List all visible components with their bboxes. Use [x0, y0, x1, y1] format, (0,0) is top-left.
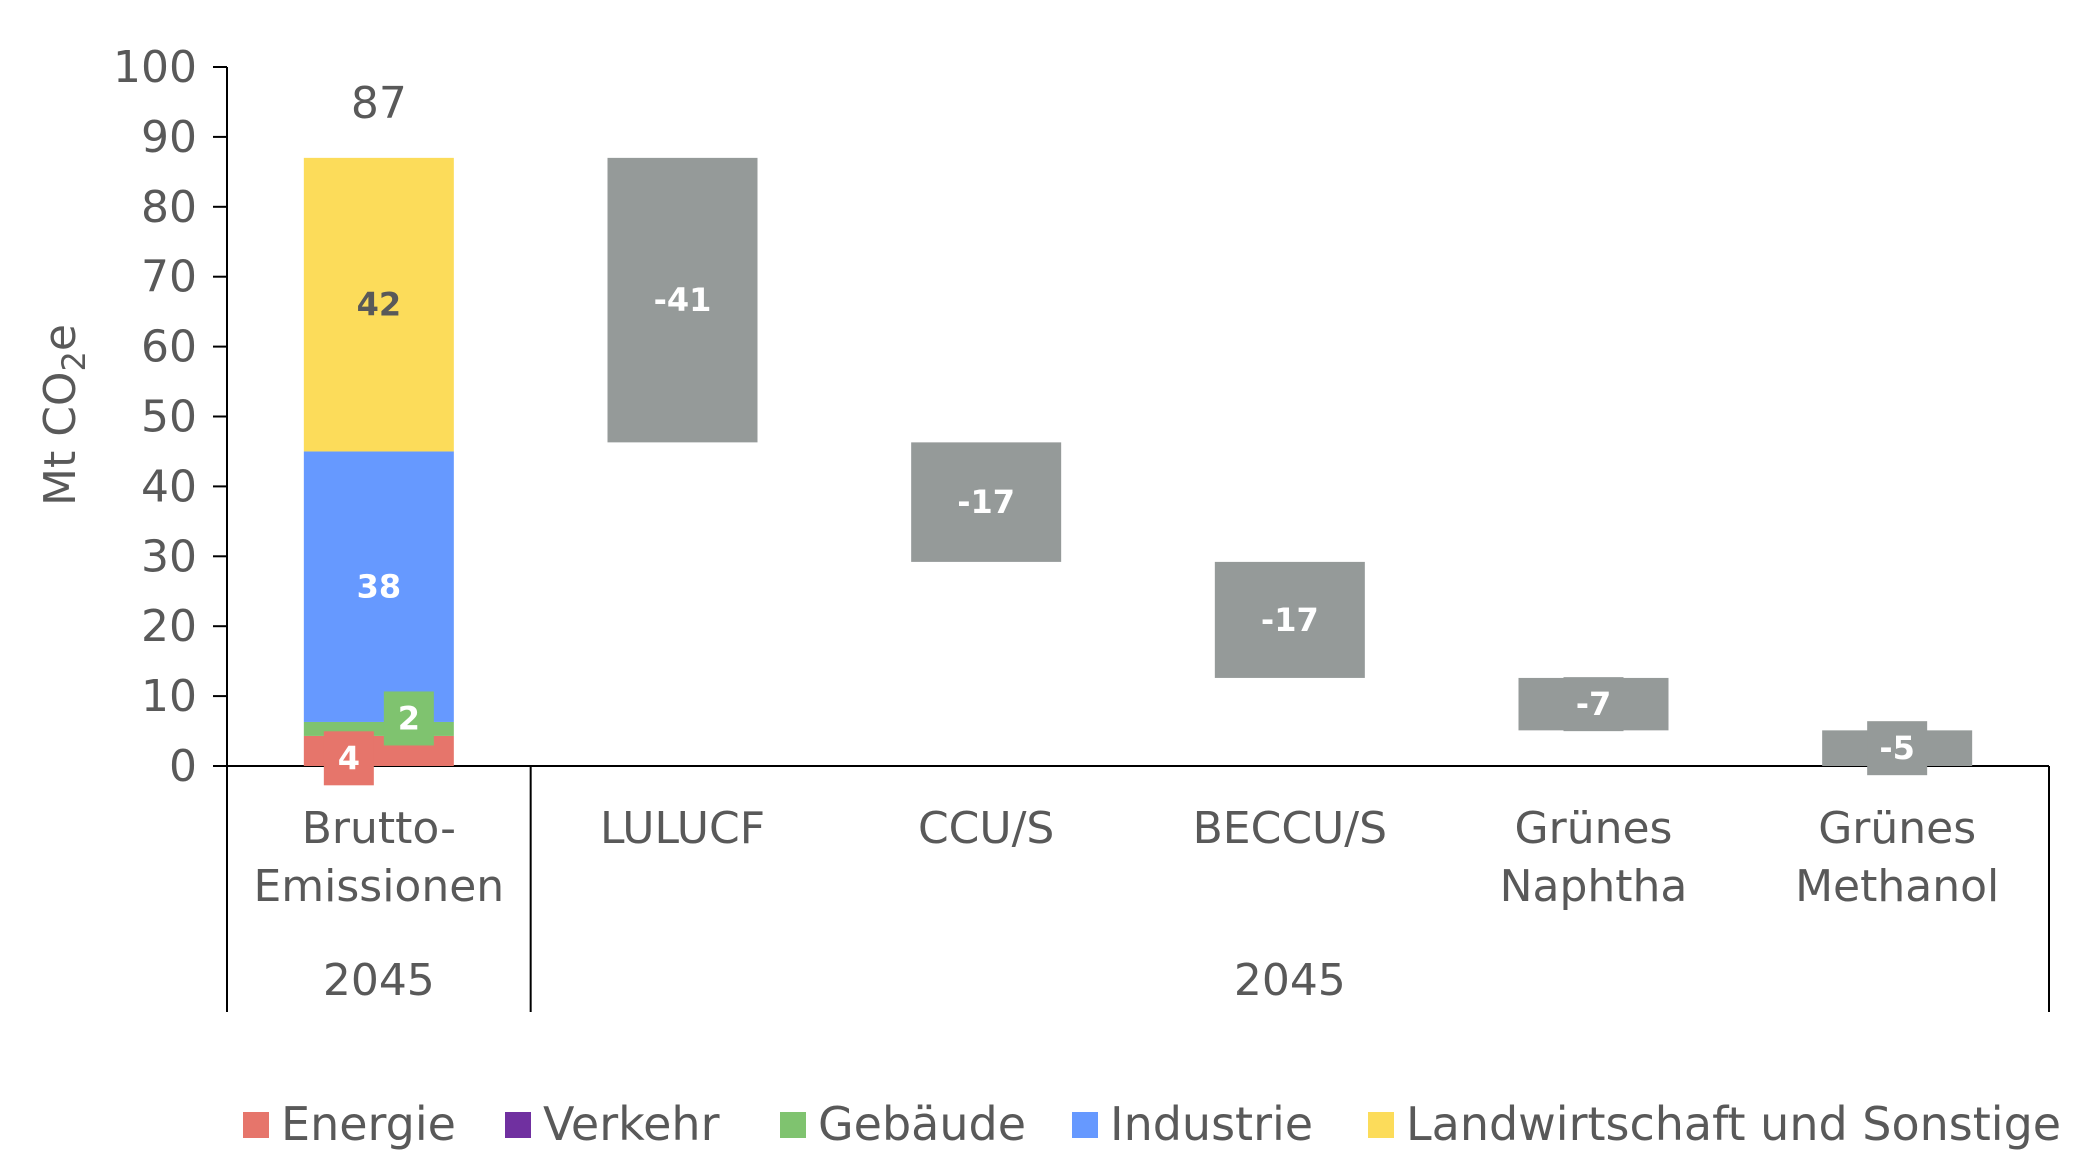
category-label: LULUCF [600, 803, 765, 854]
stack-segment-industrie [303, 451, 454, 722]
y-tick-label: 60 [141, 322, 197, 373]
y-tick-label: 90 [141, 112, 197, 163]
y-tick-label: 70 [141, 252, 197, 303]
category-label: CCU/S [918, 803, 1054, 854]
y-tick-label: 80 [141, 182, 197, 233]
data-label: -5 [1879, 729, 1915, 767]
legend-label: Verkehr [543, 1097, 720, 1151]
legend-swatch [1368, 1112, 1394, 1138]
stack-segment-landwirtschaft-und-sonstige [303, 157, 454, 452]
data-label: -7 [1576, 685, 1612, 723]
data-label: 2 [398, 699, 420, 737]
axes: 0 10 20 30 40 50 60 70 80 90 100 [113, 42, 2050, 1012]
legend-swatch [243, 1112, 269, 1138]
category-label: Emissionen [253, 861, 504, 912]
group-label: 2045 [1234, 955, 1346, 1006]
data-label-box [1563, 677, 1624, 732]
group-label: 2045 [323, 955, 435, 1006]
data-label-box [1867, 721, 1928, 776]
waterfall-bar [607, 157, 758, 443]
data-label: 38 [357, 568, 402, 606]
data-label-box [323, 731, 374, 786]
y-tick-label: 40 [141, 461, 197, 512]
category-label: Methanol [1795, 861, 1999, 912]
legend-label: Landwirtschaft und Sonstige [1406, 1097, 2061, 1151]
waterfall-bar [1214, 561, 1365, 678]
y-tick-label: 0 [169, 741, 197, 792]
waterfall-bar [911, 442, 1062, 562]
category-label: Grünes [1818, 803, 1976, 854]
y-tick-label: 10 [141, 671, 197, 722]
y-tick-label: 50 [141, 392, 197, 443]
total-label: 87 [351, 78, 407, 129]
data-label: -41 [654, 281, 712, 319]
legend-swatch [1072, 1112, 1098, 1138]
bars [303, 157, 1973, 766]
legend-label: Industrie [1110, 1097, 1313, 1151]
data-label: 42 [357, 286, 402, 324]
category-label: Naphtha [1500, 861, 1688, 912]
legend-label: Energie [281, 1097, 456, 1151]
category-label: Brutto- [302, 803, 456, 854]
data-label: -17 [1261, 601, 1319, 639]
data-labels: 87 42 38 42 -41 -17 -17 -7 -5 Brutto- Emissionen LU… [253, 78, 1999, 1006]
category-label: Grünes [1515, 803, 1673, 854]
legend-swatch [505, 1112, 531, 1138]
y-tick-label: 30 [141, 531, 197, 582]
data-label: 4 [338, 739, 360, 777]
data-label: -17 [957, 483, 1015, 521]
y-tick-label: 100 [113, 42, 197, 93]
legend-label: Gebäude [818, 1097, 1026, 1151]
legend-swatch [780, 1112, 806, 1138]
data-label-box [383, 691, 434, 746]
y-tick-label: 20 [141, 601, 197, 652]
category-label: BECCU/S [1193, 803, 1387, 854]
y-axis-label: Mt CO2e [35, 324, 93, 506]
legend: Energie Verkehr Gebäude Industrie Landwirtsc… [243, 1097, 2061, 1151]
